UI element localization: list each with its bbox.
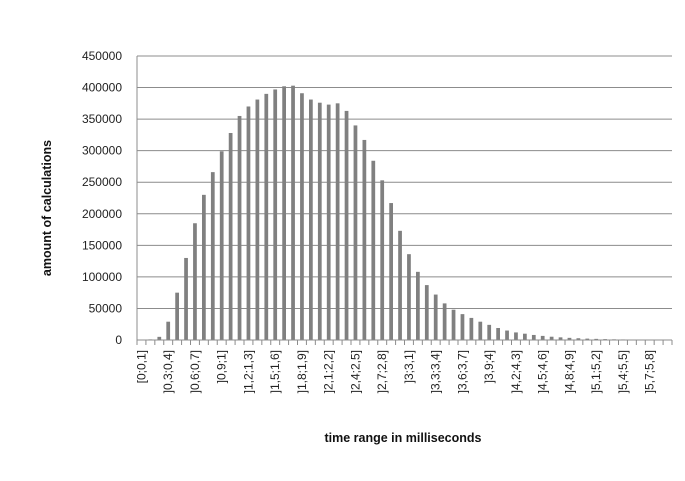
bar (540, 335, 545, 340)
bar (246, 106, 251, 340)
bar (255, 99, 260, 341)
bar (487, 324, 492, 340)
bar (478, 321, 483, 340)
bar (451, 309, 456, 340)
y-tick-label: 50000 (89, 301, 123, 315)
bar (300, 93, 304, 340)
bar (460, 314, 465, 340)
bar (335, 103, 340, 340)
x-tick-labels: [0;0,1] ]0,3;0,4] ]0,6;0,7] ]0,9;1] ]1,2;1,3… (134, 350, 656, 393)
axes (136, 56, 673, 345)
bar (317, 102, 322, 340)
y-tick-labels: 0 50000 100000 150000 200000 250000 300000 3500… (82, 49, 122, 347)
bar (442, 303, 447, 340)
y-tick-label: 400000 (82, 81, 122, 95)
bar (175, 292, 179, 340)
bar (505, 330, 509, 340)
bar (549, 336, 554, 340)
x-tick-label: ]4,8;4,9] (562, 350, 576, 393)
bar (309, 99, 313, 341)
x-tick-label: ]4,5;4,6] (536, 350, 550, 393)
x-tick-label: ]3,9;4] (482, 350, 496, 383)
y-tick-label: 350000 (82, 112, 122, 126)
x-tick-label: ]1,5;1,6] (268, 350, 282, 393)
bar (157, 336, 162, 340)
x-tick-label: ]1,2;1,3] (241, 350, 255, 393)
bar (228, 132, 233, 340)
bar (433, 294, 438, 340)
y-axis-title: amount of calculations (40, 140, 54, 276)
x-tick-label: [0;0,1] (134, 350, 148, 383)
x-tick-label: ]0,9;1] (215, 350, 229, 383)
bar (514, 332, 518, 340)
bar (202, 194, 206, 340)
bar (362, 139, 367, 340)
bar (326, 104, 331, 341)
bar (398, 230, 402, 340)
bar (291, 85, 295, 340)
x-tick-label: ]2,4;2,5] (348, 350, 362, 393)
bar (531, 334, 536, 340)
bar (273, 89, 278, 341)
bar (166, 321, 171, 340)
bars (148, 85, 670, 341)
y-tick-label: 150000 (82, 238, 122, 252)
x-tick-label: ]5,4;5,5] (616, 350, 630, 393)
y-tick-label: 0 (115, 333, 122, 347)
bar (353, 125, 358, 340)
x-tick-label: ]1,8;1,9] (295, 350, 309, 393)
bar (594, 338, 599, 340)
y-tick-label: 250000 (82, 175, 122, 189)
x-tick-label: ]2,7;2,8] (375, 350, 389, 393)
bar (469, 317, 474, 340)
bar (380, 180, 385, 340)
bar (576, 338, 581, 340)
bar (416, 271, 420, 340)
bar (585, 338, 590, 340)
y-tick-label: 100000 (82, 270, 122, 284)
x-tick-label: ]0,3;0,4] (161, 350, 175, 393)
bar (558, 337, 563, 340)
bar (371, 160, 376, 340)
bar (210, 172, 215, 340)
bar (407, 254, 411, 340)
bar (184, 257, 188, 340)
bar (389, 203, 393, 340)
bar (496, 328, 500, 340)
bar (193, 223, 197, 340)
bar (282, 86, 286, 340)
bar (237, 115, 242, 340)
x-tick-label: ]0,6;0,7] (188, 350, 202, 393)
y-tick-label: 200000 (82, 207, 122, 221)
bar (264, 93, 269, 340)
bar (567, 337, 572, 340)
bar (219, 151, 224, 340)
x-tick-label: ]3,6;3,7] (455, 350, 469, 393)
x-tick-label: ]3;3,1] (402, 350, 416, 383)
bar (344, 110, 349, 340)
bar (424, 285, 429, 340)
gridlines (137, 55, 672, 309)
y-tick-label: 300000 (82, 144, 122, 158)
x-axis-title: time range in milliseconds (325, 431, 482, 445)
x-tick-label: ]5,1;5,2] (589, 350, 603, 393)
x-tick-label: ]4,2;4,3] (509, 350, 523, 393)
bar (523, 333, 527, 340)
y-tick-label: 450000 (82, 49, 122, 63)
x-tick-label: ]5,7;5,8] (643, 350, 657, 393)
x-tick-label: ]3,3;3,4] (429, 350, 443, 393)
x-tick-label: ]2,1;2,2] (322, 350, 336, 393)
